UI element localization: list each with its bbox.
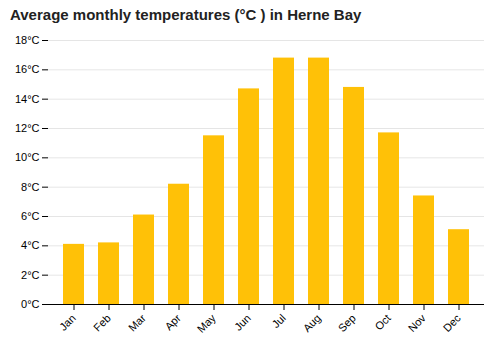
svg-text:6°C: 6°C bbox=[21, 210, 40, 222]
html-text:Average monthly temperatures (: Average monthly temperatures (°C ) in He… bbox=[10, 6, 362, 23]
svg-text:10°C: 10°C bbox=[15, 151, 40, 163]
svg-text:Jul: Jul bbox=[269, 312, 287, 330]
svg-text:Jan: Jan bbox=[57, 312, 78, 333]
svg-text:Sep: Sep bbox=[336, 312, 358, 334]
svg-text:Feb: Feb bbox=[91, 312, 113, 334]
svg-text:Nov: Nov bbox=[406, 311, 429, 334]
svg-text:4°C: 4°C bbox=[21, 239, 40, 251]
svg-text:Mar: Mar bbox=[126, 312, 148, 334]
svg-text:2°C: 2°C bbox=[21, 269, 40, 281]
svg-text:16°C: 16°C bbox=[15, 63, 40, 75]
svg-text:Jun: Jun bbox=[232, 312, 253, 333]
svg-text:14°C: 14°C bbox=[15, 93, 40, 105]
svg-text:Oct: Oct bbox=[372, 312, 393, 333]
svg-text:Apr: Apr bbox=[162, 312, 183, 333]
svg-text:Aug: Aug bbox=[301, 312, 323, 334]
svg-text:18°C: 18°C bbox=[15, 34, 40, 46]
svg-text:May: May bbox=[195, 311, 219, 335]
svg-text:8°C: 8°C bbox=[21, 181, 40, 193]
svg-text:12°C: 12°C bbox=[15, 122, 40, 134]
svg-text:0°C: 0°C bbox=[21, 298, 40, 310]
svg-text:Dec: Dec bbox=[441, 311, 464, 334]
